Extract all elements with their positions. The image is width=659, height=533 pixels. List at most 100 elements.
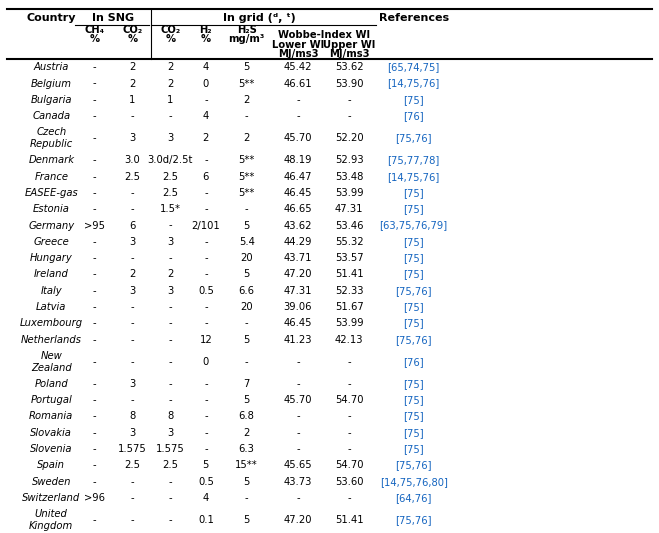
Text: 1: 1: [129, 95, 135, 105]
Text: 2.5: 2.5: [124, 172, 140, 182]
Text: 2: 2: [243, 95, 250, 105]
Text: -: -: [169, 253, 172, 263]
Text: Spain: Spain: [38, 461, 65, 470]
Text: -: -: [296, 444, 300, 454]
Text: MJ/ms3: MJ/ms3: [329, 49, 370, 59]
Text: 6.8: 6.8: [239, 411, 254, 422]
Text: 5**: 5**: [239, 78, 255, 88]
Text: 43.73: 43.73: [284, 477, 312, 487]
Text: -: -: [296, 95, 300, 105]
Text: Netherlands: Netherlands: [21, 335, 82, 345]
Text: -: -: [347, 493, 351, 503]
Text: 7: 7: [243, 379, 250, 389]
Text: -: -: [204, 95, 208, 105]
Text: 53.62: 53.62: [335, 62, 364, 72]
Text: [75,76]: [75,76]: [395, 286, 432, 296]
Text: -: -: [296, 357, 300, 367]
Text: -: -: [93, 379, 97, 389]
Text: 41.23: 41.23: [283, 335, 312, 345]
Text: 4: 4: [203, 62, 209, 72]
Text: 45.42: 45.42: [283, 62, 312, 72]
Text: 45.70: 45.70: [283, 133, 312, 143]
Text: 8: 8: [129, 411, 135, 422]
Text: -: -: [204, 188, 208, 198]
Text: 53.48: 53.48: [335, 172, 363, 182]
Text: -: -: [93, 477, 97, 487]
Text: -: -: [130, 335, 134, 345]
Text: -: -: [347, 111, 351, 121]
Text: [75]: [75]: [403, 95, 424, 105]
Text: CO₂: CO₂: [160, 25, 181, 35]
Text: -: -: [204, 155, 208, 165]
Text: -: -: [130, 477, 134, 487]
Text: -: -: [93, 444, 97, 454]
Text: -: -: [93, 335, 97, 345]
Text: 2: 2: [243, 133, 250, 143]
Text: -: -: [93, 95, 97, 105]
Text: EASEE-gas: EASEE-gas: [24, 188, 78, 198]
Text: 20: 20: [241, 302, 253, 312]
Text: 2.5: 2.5: [162, 461, 179, 470]
Text: 5: 5: [243, 62, 250, 72]
Text: [75]: [75]: [403, 428, 424, 438]
Text: [75]: [75]: [403, 302, 424, 312]
Text: -: -: [93, 253, 97, 263]
Text: -: -: [93, 155, 97, 165]
Text: %: %: [90, 34, 100, 44]
Text: 46.47: 46.47: [283, 172, 312, 182]
Text: -: -: [169, 335, 172, 345]
Text: -: -: [93, 133, 97, 143]
Text: -: -: [169, 302, 172, 312]
Text: 5**: 5**: [239, 155, 255, 165]
Text: 46.65: 46.65: [283, 204, 312, 214]
Text: 53.99: 53.99: [335, 188, 364, 198]
Text: -: -: [93, 188, 97, 198]
Text: [75,77,78]: [75,77,78]: [387, 155, 440, 165]
Text: Country: Country: [26, 13, 76, 23]
Text: 54.70: 54.70: [335, 395, 364, 405]
Text: 5: 5: [243, 477, 250, 487]
Text: -: -: [347, 357, 351, 367]
Text: In grid (ᵈ, ᵗ): In grid (ᵈ, ᵗ): [223, 13, 296, 23]
Text: Latvia: Latvia: [36, 302, 67, 312]
Text: -: -: [93, 286, 97, 296]
Text: %: %: [165, 34, 175, 44]
Text: 53.60: 53.60: [335, 477, 364, 487]
Text: 8: 8: [167, 411, 173, 422]
Text: -: -: [93, 515, 97, 525]
Text: 51.41: 51.41: [335, 270, 364, 279]
Text: Belgium: Belgium: [31, 78, 72, 88]
Text: -: -: [169, 395, 172, 405]
Text: -: -: [130, 302, 134, 312]
Text: -: -: [204, 411, 208, 422]
Text: 3: 3: [167, 428, 173, 438]
Text: %: %: [201, 34, 211, 44]
Text: 46.45: 46.45: [283, 188, 312, 198]
Text: -: -: [93, 411, 97, 422]
Text: 15**: 15**: [235, 461, 258, 470]
Text: [64,76]: [64,76]: [395, 493, 432, 503]
Text: Lower WI: Lower WI: [272, 40, 324, 50]
Text: 5: 5: [243, 515, 250, 525]
Text: [75,76]: [75,76]: [395, 335, 432, 345]
Text: 2/101: 2/101: [192, 221, 220, 231]
Text: 2: 2: [167, 62, 173, 72]
Text: [75]: [75]: [403, 411, 424, 422]
Text: 47.20: 47.20: [283, 515, 312, 525]
Text: 5: 5: [203, 461, 209, 470]
Text: Bulgaria: Bulgaria: [30, 95, 72, 105]
Text: 3: 3: [167, 133, 173, 143]
Text: -: -: [130, 515, 134, 525]
Text: -: -: [204, 302, 208, 312]
Text: [75]: [75]: [403, 318, 424, 328]
Text: -: -: [204, 444, 208, 454]
Text: 55.32: 55.32: [335, 237, 364, 247]
Text: [14,75,76]: [14,75,76]: [387, 172, 440, 182]
Text: CH₄: CH₄: [84, 25, 105, 35]
Text: -: -: [169, 221, 172, 231]
Text: 2: 2: [129, 78, 135, 88]
Text: -: -: [296, 379, 300, 389]
Text: 6: 6: [129, 221, 135, 231]
Text: mg/m³: mg/m³: [229, 34, 265, 44]
Text: References: References: [379, 13, 449, 23]
